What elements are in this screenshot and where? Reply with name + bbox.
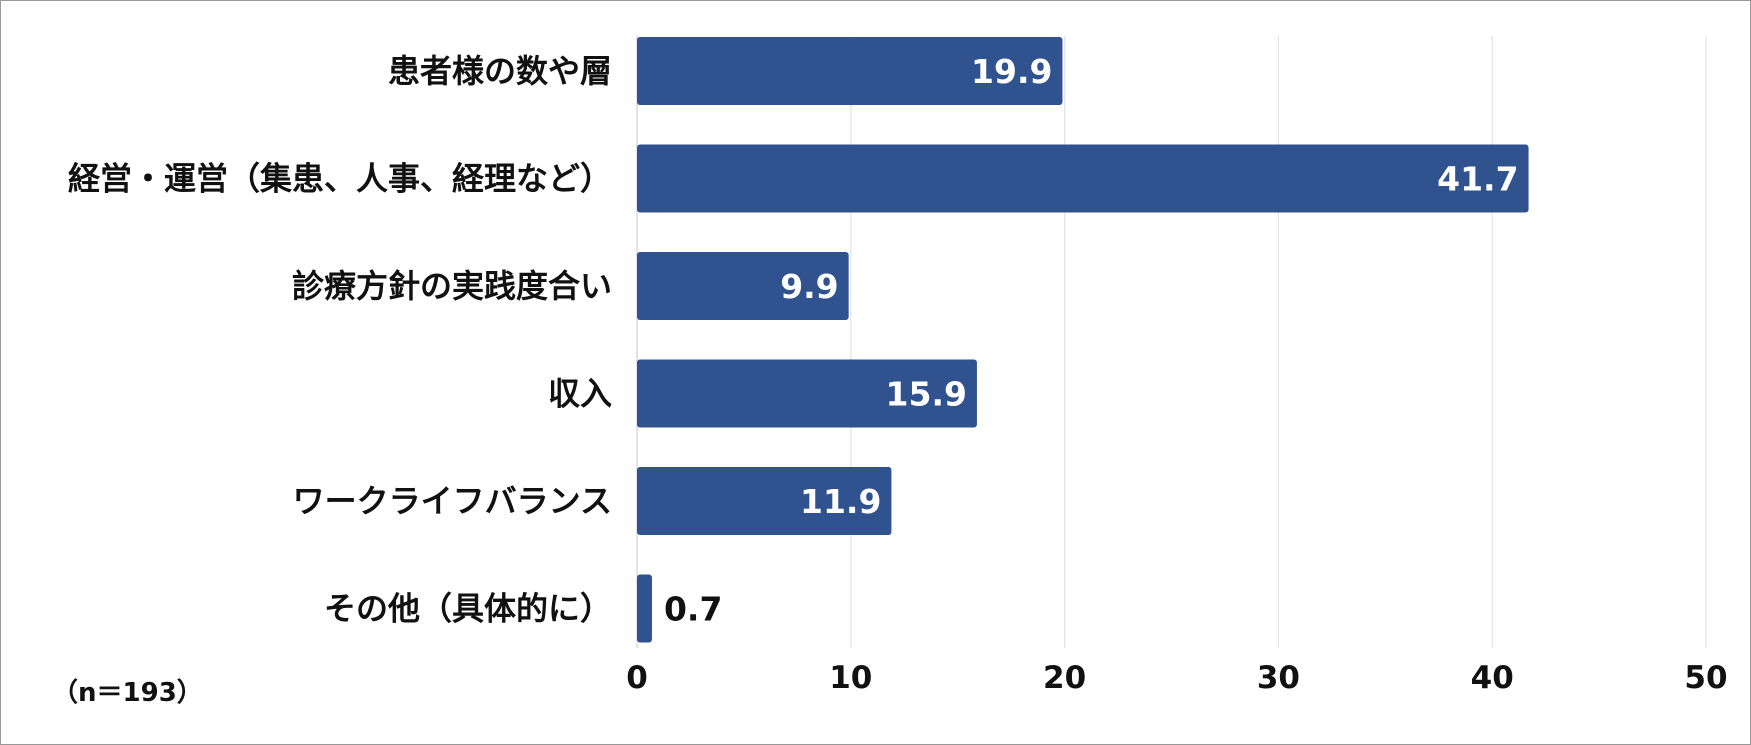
bar [637, 359, 977, 428]
category-label: その他（具体的に） [324, 590, 612, 628]
x-tick-label: 40 [1471, 660, 1514, 696]
x-tick-label: 30 [1257, 660, 1300, 696]
x-tick-label: 20 [1043, 660, 1086, 696]
category-label: 収入 [548, 375, 612, 413]
bar [637, 37, 1063, 105]
bar [637, 467, 892, 535]
gridlines [636, 36, 1707, 648]
category-label: 経営・運営（集患、人事、経理など） [68, 160, 612, 198]
data-label: 9.9 [780, 267, 838, 306]
data-label: 0.7 [664, 590, 722, 629]
category-label: ワークライフバランス [293, 482, 612, 520]
data-label: 15.9 [886, 375, 967, 414]
x-tick-label: 50 [1684, 660, 1727, 696]
bars [637, 37, 1529, 643]
category-label: 診療方針の実践度合い [292, 267, 612, 305]
data-label: 41.7 [1437, 160, 1518, 199]
x-tick-label: 0 [626, 660, 648, 696]
data-labels: 19.9 41.7 9.9 15.9 11.9 0.7 [664, 52, 1519, 629]
bar [637, 574, 652, 643]
bar [637, 144, 1529, 213]
x-tick-labels: 0 10 20 30 40 50 [626, 660, 1727, 696]
x-tick-label: 10 [829, 660, 872, 696]
category-label: 患者様の数や層 [388, 52, 612, 90]
data-label: 19.9 [971, 52, 1052, 91]
data-label: 11.9 [800, 482, 881, 521]
bar [637, 252, 849, 320]
sample-size-note: （n＝193） [52, 678, 203, 708]
